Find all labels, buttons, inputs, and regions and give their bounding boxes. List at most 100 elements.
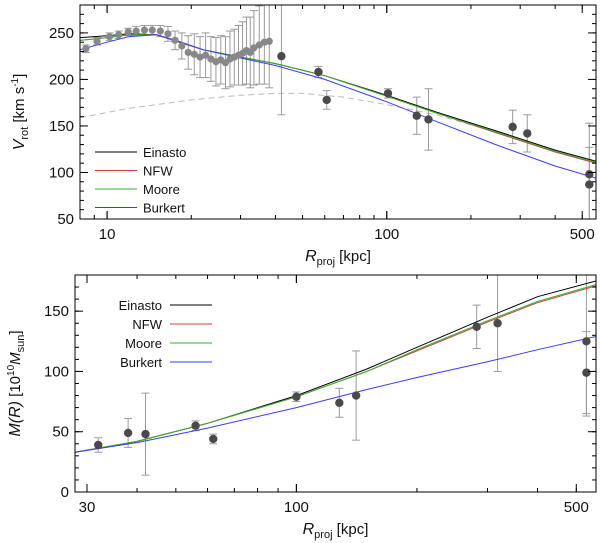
data-point	[184, 48, 192, 57]
data-point	[82, 45, 90, 53]
x-axis-label: Rproj [kpc]	[303, 521, 369, 541]
legend-entry: Einasto	[95, 145, 186, 160]
legend-label-nfw: NFW	[132, 317, 162, 332]
legend-entry: NFW	[132, 317, 212, 332]
data-point	[292, 392, 301, 401]
data-point	[585, 180, 594, 189]
plot-area	[80, 5, 596, 219]
legend-label-moore: Moore	[143, 182, 180, 197]
curve-nfw	[80, 34, 596, 164]
x-tick-label: 500	[564, 499, 589, 516]
curve-moore	[80, 34, 596, 163]
data-point	[124, 28, 132, 36]
data-point	[93, 37, 101, 45]
x-axis-label-symbol: R	[303, 521, 315, 538]
data-point	[322, 95, 331, 105]
y-axis-label-subscript: rot	[19, 127, 31, 140]
data-point	[123, 428, 133, 438]
legend-label-burkert: Burkert	[120, 355, 162, 370]
legend-label-burkert: Burkert	[143, 201, 185, 216]
x-tick-label: 10	[99, 226, 116, 243]
y-axis-label: M(R) [1010Msun]	[6, 330, 27, 436]
legend-entry: Burkert	[95, 201, 185, 216]
data-point	[277, 51, 286, 61]
rotation-curve-panel: 50 100 150 200 250 10 100 500 Rproj [kpc] Vrot [k…	[10, 4, 597, 268]
legend-entry: Moore	[95, 182, 180, 197]
y-axis-label-superscript: -1	[10, 77, 21, 86]
curve-einasto	[80, 33, 596, 162]
legend: Einasto NFW Moore Burkert	[95, 145, 186, 216]
x-axis-label-symbol: R	[305, 248, 317, 265]
legend-label-nfw: NFW	[143, 164, 173, 179]
legend-label-einasto: Einasto	[119, 298, 162, 313]
y-axis-label-subscript: sun	[15, 335, 27, 353]
data-point	[132, 27, 140, 35]
data-point	[209, 434, 218, 444]
legend: Einasto NFW Moore Burkert	[119, 298, 212, 370]
data-point	[508, 122, 517, 132]
x-axis-label: Rproj [kpc]	[305, 248, 371, 268]
data-point	[314, 67, 323, 77]
data-point	[191, 421, 200, 430]
y-axis-label-close: ]	[11, 74, 28, 78]
data-point	[523, 129, 532, 138]
plot-frame	[79, 4, 597, 220]
data-point	[148, 26, 156, 34]
data-point	[164, 30, 172, 38]
data-point	[424, 115, 433, 124]
legend-entry: NFW	[95, 164, 173, 179]
x-tick-label: 100	[284, 499, 309, 516]
x-axis-label-unit: [kpc]	[333, 521, 369, 538]
data-point	[190, 50, 198, 58]
y-axis-label-mass: M	[7, 352, 24, 365]
x-tick-label: 500	[570, 226, 595, 243]
data-point	[383, 89, 393, 98]
data-point	[115, 31, 123, 39]
y-axis-label-unit: [km s	[11, 87, 28, 127]
y-tick-label: 50	[57, 211, 74, 228]
x-axis-label-subscript: proj	[314, 529, 332, 541]
data-point	[412, 111, 421, 120]
y-axis-label-close: ]	[7, 330, 24, 334]
data-point	[105, 33, 114, 41]
data-point	[94, 440, 103, 450]
data-point	[171, 36, 179, 44]
y-axis-label-superscript: 10	[6, 364, 17, 376]
curve-burkert	[80, 34, 596, 179]
data-point-group	[265, 5, 274, 89]
data-point	[472, 322, 481, 332]
data-point	[178, 42, 186, 50]
y-tick-label: 0	[61, 484, 69, 501]
data-point	[351, 391, 361, 400]
plot-area	[75, 275, 596, 476]
data-point	[201, 51, 210, 59]
data-point	[582, 368, 591, 377]
data-point	[141, 429, 150, 439]
data-point	[582, 337, 591, 346]
x-tick-label: 100	[374, 226, 399, 243]
y-tick-label: 100	[44, 363, 69, 380]
y-tick-label: 150	[44, 303, 69, 320]
y-axis-label-symbol: M(R)	[7, 401, 24, 437]
curve-burkert	[75, 336, 596, 453]
x-axis-label-unit: [kpc]	[335, 248, 371, 265]
data-point	[156, 27, 164, 35]
x-tick-label: 30	[79, 499, 96, 516]
data-point	[265, 37, 273, 45]
y-tick-label: 100	[49, 164, 74, 181]
y-axis-label-symbol: V	[11, 138, 28, 150]
legend-entry: Burkert	[120, 355, 212, 370]
y-tick-label: 200	[49, 71, 74, 88]
y-tick-label: 250	[49, 25, 74, 42]
y-tick-label: 50	[52, 424, 69, 441]
data-point	[140, 26, 149, 34]
x-axis-label-subscript: proj	[317, 256, 335, 268]
y-tick-label: 150	[49, 118, 74, 135]
curve-moore	[75, 284, 596, 453]
legend-entry: Einasto	[119, 298, 212, 313]
legend-label-einasto: Einasto	[143, 145, 186, 160]
legend-entry: Moore	[125, 336, 212, 351]
y-axis-label: Vrot [km s-1]	[10, 74, 31, 151]
data-point	[585, 170, 594, 179]
y-axis-label-unit: [10	[7, 376, 24, 401]
